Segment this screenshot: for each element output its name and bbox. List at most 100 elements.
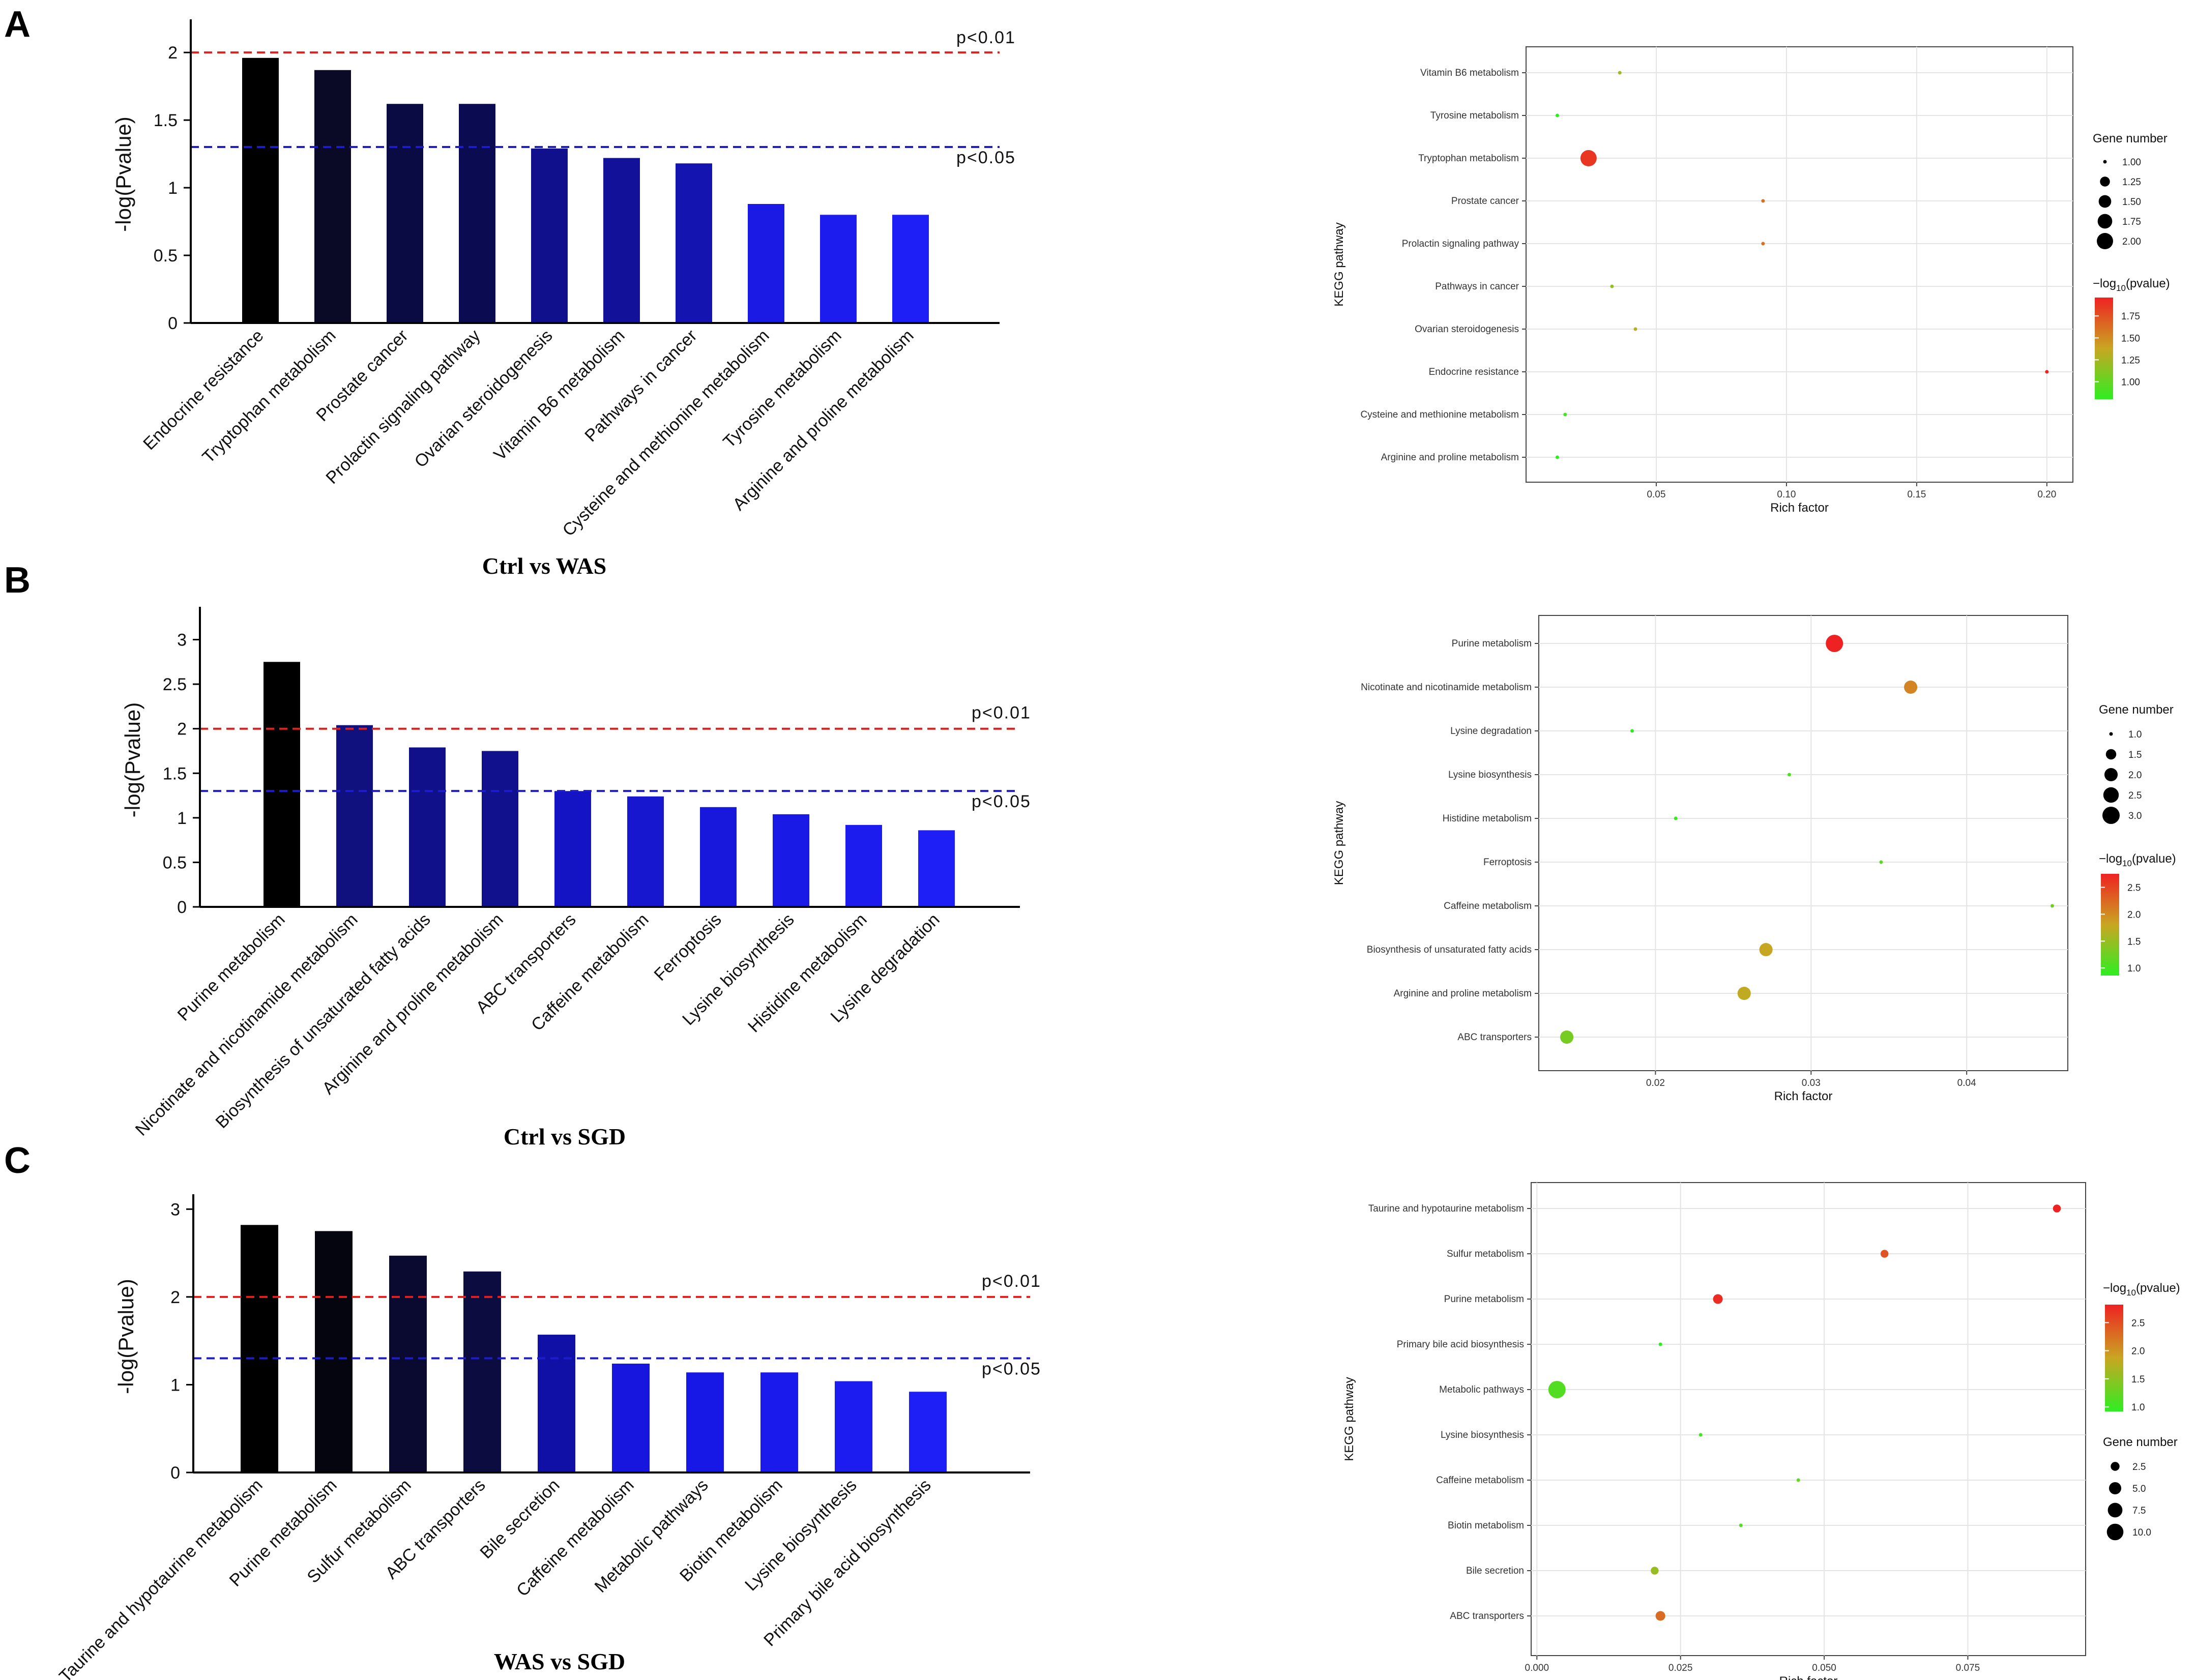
size-legend-label: 1.25 — [2122, 177, 2141, 188]
bar — [314, 70, 351, 323]
y-tick-label: ABC transporters — [1450, 1611, 1524, 1622]
bubble-point — [1713, 1294, 1723, 1304]
x-tick-label: 0.050 — [1812, 1663, 1836, 1673]
size-legend-key — [2102, 807, 2120, 824]
size-legend-key — [2109, 732, 2113, 736]
bar — [700, 807, 737, 907]
color-legend-label: 1.25 — [2121, 355, 2140, 366]
y-tick-label: Sulfur metabolism — [1447, 1249, 1524, 1259]
y-tick-label: Prolactin signaling pathway — [1402, 239, 1519, 249]
bar — [387, 104, 423, 323]
bar — [760, 1372, 798, 1472]
y-tick-label: 3 — [170, 1200, 180, 1219]
size-legend-key — [2097, 214, 2113, 229]
x-axis-title: Rich factor — [1779, 1674, 1838, 1680]
bar — [482, 751, 518, 907]
color-legend-label: 1.50 — [2121, 333, 2140, 344]
bubble-point — [1580, 150, 1597, 166]
bubble-point — [1879, 860, 1883, 864]
bubble-point — [1739, 1523, 1743, 1527]
y-tick-label: Bile secretion — [1466, 1566, 1524, 1576]
y-tick-label: Pathways in cancer — [1435, 281, 1519, 292]
y-tick-label: Purine metabolism — [1444, 1294, 1524, 1305]
size-legend-label: 5.0 — [2132, 1484, 2146, 1494]
size-legend-label: 3.0 — [2128, 811, 2142, 821]
x-tick-label: 0.025 — [1668, 1663, 1693, 1673]
bubble-point — [1737, 986, 1751, 1000]
y-tick-label: Tryptophan metabolism — [1418, 153, 1519, 164]
size-legend-key — [2109, 1482, 2122, 1495]
bubble-point — [1563, 412, 1567, 417]
x-axis-title: Rich factor — [1774, 1089, 1833, 1103]
color-legend-title-main: −log — [2099, 852, 2122, 866]
y-tick-label: 1 — [168, 179, 178, 198]
bar — [463, 1271, 501, 1472]
color-legend-label: 2.5 — [2127, 882, 2141, 893]
y-tick-label: 2 — [177, 720, 187, 739]
size-legend-label: 1.50 — [2122, 197, 2141, 208]
size-legend-title: Gene number — [2093, 132, 2168, 145]
color-legend-title-tail: (pvalue) — [2136, 1281, 2180, 1295]
size-legend-key — [2104, 768, 2118, 782]
y-axis-title: KEGG pathway — [1332, 801, 1346, 885]
size-legend-label: 1.0 — [2128, 729, 2142, 740]
color-legend-title-main: −log — [2103, 1281, 2126, 1295]
bar — [241, 1225, 278, 1472]
x-axis-title: Rich factor — [1770, 501, 1829, 515]
color-legend-title-sub: 10 — [2116, 283, 2126, 293]
bubble-chart: Taurine and hypotaurine metabolism Sulfur… — [1342, 1182, 2180, 1680]
color-legend-label: 1.5 — [2131, 1374, 2145, 1385]
y-tick-label: 2.5 — [163, 675, 187, 694]
bubble-point — [1651, 1567, 1659, 1575]
bubble-point — [1880, 1250, 1889, 1258]
color-legend-bar — [2095, 298, 2113, 399]
bubble-point — [1618, 71, 1622, 75]
bubble-chart: Vitamin B6 metabolism Tyrosine metabolism… — [1332, 46, 2170, 515]
x-tick-label: Prolactin signaling pathway — [322, 326, 484, 488]
bubble-point — [1560, 1030, 1574, 1044]
color-legend-label: 1.00 — [2121, 377, 2140, 388]
color-legend-label: 1.5 — [2127, 936, 2141, 947]
x-tick-label: 0.10 — [1777, 489, 1796, 500]
bubble-point — [1555, 455, 1559, 459]
color-legend-label: 2.0 — [2127, 909, 2141, 920]
y-tick-label: Arginine and proline metabolism — [1394, 988, 1532, 999]
bubble-point — [1826, 635, 1843, 652]
x-tick-label: Histidine metabolism — [744, 910, 871, 1037]
bubble-point — [1548, 1381, 1566, 1398]
x-tick-label: Tryptophan metabolism — [198, 326, 339, 467]
color-legend-title-sub: 10 — [2126, 1288, 2136, 1298]
bubble-point — [1630, 729, 1634, 733]
y-tick-label: Lysine biosynthesis — [1448, 770, 1532, 780]
x-tick-label: 0.075 — [1956, 1663, 1980, 1673]
y-tick-label: 1 — [170, 1375, 180, 1395]
bubble-point — [1787, 773, 1791, 777]
bar — [892, 215, 929, 323]
x-tick-label: 0.02 — [1646, 1078, 1665, 1088]
x-tick-label: Ferroptosis — [651, 910, 725, 985]
color-legend-label: 1.0 — [2131, 1402, 2145, 1413]
bubble-point — [2045, 370, 2049, 374]
y-tick-label: Metabolic pathways — [1439, 1384, 1524, 1395]
bar — [773, 814, 809, 907]
x-tick-label: Vitamin B6 metabolism — [490, 326, 628, 464]
bubble-point — [1610, 284, 1614, 288]
size-legend-key — [2107, 1502, 2123, 1518]
bar — [336, 725, 373, 907]
x-tick-label: 0.03 — [1802, 1078, 1821, 1088]
x-tick-label: 0.20 — [2037, 489, 2056, 500]
color-legend-title: −log10(pvalue) — [2103, 1281, 2180, 1298]
y-tick-label: Purine metabolism — [1452, 638, 1532, 649]
y-tick-label: 0 — [177, 898, 187, 917]
y-tick-label: Endocrine resistance — [1429, 367, 1519, 377]
color-legend-label: 2.0 — [2131, 1346, 2145, 1357]
bar — [315, 1231, 353, 1472]
bar — [627, 796, 664, 907]
size-legend-label: 10.0 — [2132, 1527, 2151, 1538]
x-tick-label: 0.000 — [1525, 1663, 1549, 1673]
threshold-label: p<0.05 — [972, 792, 1031, 811]
y-tick-label: ABC transporters — [1457, 1032, 1532, 1043]
y-tick-label: 2 — [168, 43, 178, 63]
y-tick-label: 1 — [177, 809, 187, 828]
